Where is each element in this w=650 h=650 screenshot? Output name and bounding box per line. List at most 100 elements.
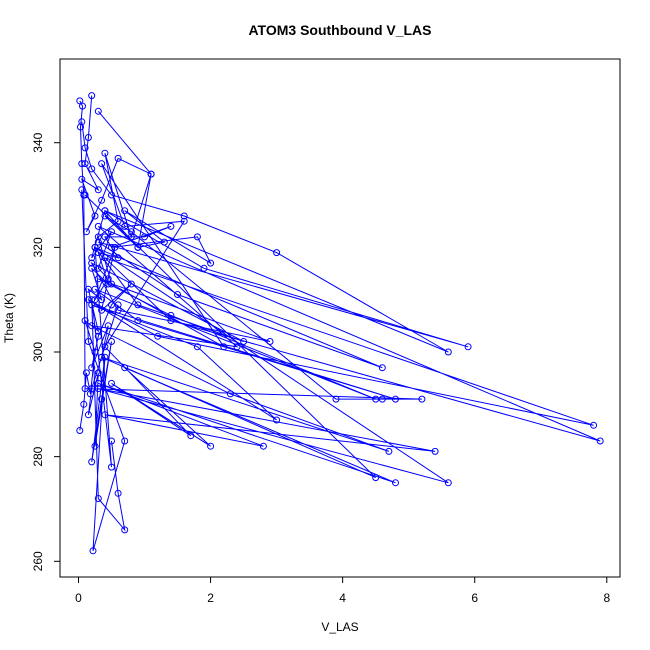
- data-point: [114, 306, 122, 314]
- data-point: [94, 107, 102, 115]
- data-point: [82, 369, 90, 377]
- data-point: [431, 447, 439, 455]
- series-line-3: [91, 110, 449, 532]
- x-tick-label: 6: [471, 591, 478, 605]
- data-point: [91, 442, 99, 450]
- data-point: [226, 390, 234, 398]
- data-point: [259, 442, 267, 450]
- data-point: [108, 280, 115, 288]
- data-point: [84, 411, 92, 419]
- data-point: [108, 437, 115, 445]
- data-point: [180, 217, 188, 225]
- x-axis: 0 2 4 6 8: [75, 576, 610, 605]
- data-point: [91, 243, 99, 251]
- data-point: [108, 243, 115, 251]
- data-point: [104, 275, 112, 283]
- data-point: [80, 191, 88, 199]
- data-point: [127, 280, 135, 288]
- data-point: [88, 165, 96, 173]
- data-point: [77, 123, 84, 131]
- data-point: [81, 317, 89, 325]
- data-point: [141, 233, 148, 241]
- data-point: [94, 327, 102, 335]
- data-point: [207, 259, 215, 267]
- data-point: [378, 364, 386, 372]
- x-tick-label: 2: [207, 591, 214, 605]
- data-point: [174, 291, 181, 298]
- data-point: [121, 437, 129, 445]
- data-point: [76, 427, 84, 434]
- data-point: [91, 212, 99, 220]
- data-point: [98, 296, 106, 304]
- y-tick-label: 280: [31, 446, 45, 466]
- data-point: [101, 149, 109, 157]
- data-point: [94, 369, 102, 377]
- data-point: [207, 442, 215, 450]
- data-point: [81, 385, 89, 393]
- y-tick-label: 260: [31, 551, 45, 571]
- data-point: [88, 92, 96, 100]
- data-point: [101, 233, 109, 241]
- series-line-4: [79, 100, 422, 431]
- data-point: [94, 495, 102, 502]
- data-point: [187, 432, 195, 440]
- data-point: [94, 222, 102, 230]
- data-point: [88, 364, 96, 372]
- data-point: [88, 458, 96, 466]
- data-point: [121, 364, 129, 372]
- data-point: [94, 233, 102, 241]
- chart-title: ATOM3 Southbound V_LAS: [248, 22, 431, 38]
- data-point: [101, 411, 109, 419]
- data-point: [108, 191, 115, 199]
- x-tick-label: 4: [339, 591, 346, 605]
- data-point: [332, 395, 340, 403]
- data-point: [84, 134, 92, 141]
- data-point: [121, 526, 129, 534]
- data-point: [84, 285, 92, 293]
- data-point: [444, 348, 452, 356]
- data-point: [78, 118, 86, 126]
- data-point: [94, 238, 102, 246]
- series-line-2: [81, 121, 601, 479]
- data-point: [273, 249, 281, 257]
- data-point: [444, 479, 452, 487]
- y-tick-label: 300: [31, 342, 45, 362]
- data-point: [154, 332, 162, 340]
- data-point: [104, 322, 112, 330]
- data-point: [88, 259, 96, 267]
- data-point: [76, 97, 84, 105]
- data-point: [114, 489, 122, 497]
- x-tick-label: 0: [75, 591, 82, 605]
- data-point: [193, 343, 201, 351]
- data-point: [147, 170, 155, 178]
- x-tick-label: 8: [603, 591, 610, 605]
- data-point: [82, 228, 90, 236]
- data-point: [101, 212, 109, 220]
- data-point: [596, 437, 604, 445]
- data-point: [240, 338, 248, 345]
- data-point: [94, 249, 102, 257]
- y-tick-label: 320: [31, 237, 45, 257]
- data-point: [193, 233, 201, 241]
- data-point: [464, 343, 472, 351]
- data-point: [273, 416, 281, 424]
- data-point: [84, 296, 92, 304]
- data-point: [94, 186, 102, 194]
- data-point: [88, 264, 96, 272]
- data-point: [134, 317, 142, 325]
- data-point: [98, 196, 106, 204]
- y-tick-label: 340: [31, 132, 45, 152]
- data-point: [590, 421, 598, 429]
- data-point: [86, 390, 94, 398]
- data-point: [160, 238, 168, 246]
- data-point: [200, 264, 208, 272]
- data-point: [89, 547, 97, 555]
- data-point: [180, 212, 188, 220]
- data-point: [385, 447, 393, 455]
- data-point: [233, 343, 241, 351]
- data-point: [418, 395, 426, 403]
- x-axis-label: V_LAS: [321, 620, 358, 634]
- data-point: [78, 175, 86, 183]
- data-point: [134, 243, 142, 251]
